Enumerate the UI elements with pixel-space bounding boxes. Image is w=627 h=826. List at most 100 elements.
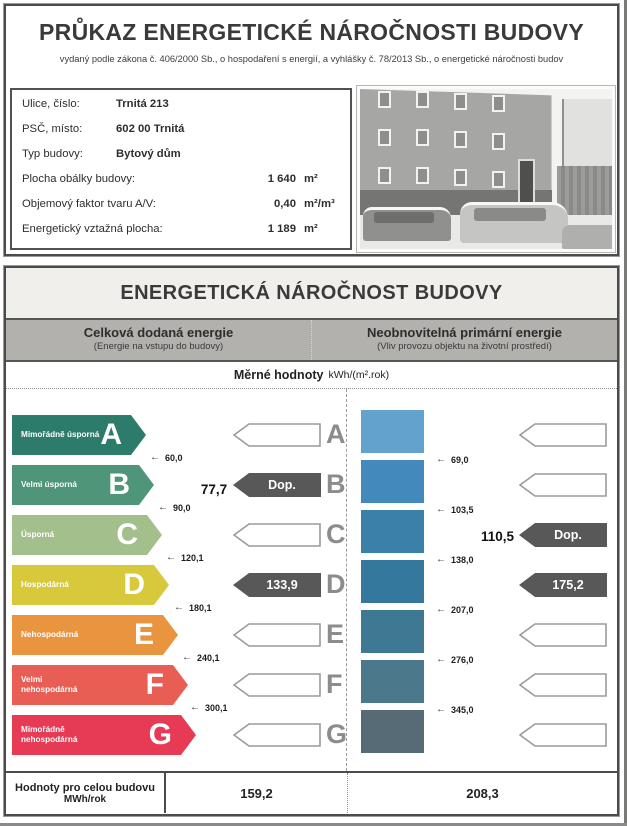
class-arrow-e: Nehospodárná E [12, 615, 178, 655]
empty-indicator-arrow-c [233, 523, 321, 547]
empty-indicator-arrow-e [233, 623, 321, 647]
class-letter: F [145, 668, 164, 701]
empty-indicator-arrow-f [233, 673, 321, 697]
threshold-delivered: ← 240,1 [182, 652, 220, 663]
info-row-reference-area: Energetický vztažná plocha: 1 189 m² [22, 223, 340, 248]
info-label: Energetický vztažná plocha: [22, 223, 163, 235]
class-arrow-g: Mimořádně nehospodárná G [12, 715, 196, 755]
building-photo-image [360, 89, 612, 249]
info-label: Plocha obálky budovy: [22, 173, 136, 185]
info-value: 602 00 Trnitá [116, 123, 185, 135]
window [416, 91, 429, 108]
threshold-value: 60,0 [165, 452, 183, 463]
row-letter: G [326, 719, 348, 749]
column-header-primary: Neobnovitelná primární energie (Vliv pro… [312, 320, 617, 360]
threshold-delivered: ← 180,1 [174, 602, 212, 613]
column-headers: Celková dodaná energie (Energie na vstup… [6, 318, 617, 362]
window [454, 131, 467, 148]
window [492, 95, 505, 112]
class-label: Mimořádně úsporná [21, 429, 100, 439]
left-arrow-glyph: ← [158, 502, 168, 513]
left-arrow-glyph: ← [436, 604, 446, 615]
units-label: kWh/(m².rok) [328, 369, 390, 381]
row-letter: E [326, 619, 345, 649]
primary-current-arrow: 175,2 [519, 573, 607, 597]
primary-scale-block-f [361, 660, 424, 703]
left-arrow-glyph: ← [436, 654, 446, 665]
class-letter: G [148, 718, 172, 751]
threshold-value: 69,0 [451, 454, 469, 465]
window [378, 167, 391, 184]
info-unit: m² [304, 173, 318, 185]
class-arrow-f: Velmi nehospodárná F [12, 665, 188, 705]
row-letter: A [326, 419, 346, 449]
info-value: 1 640 [267, 173, 296, 185]
class-letter: E [133, 618, 154, 651]
empty-indicator-arrow-g [233, 723, 321, 747]
class-letter: C [116, 518, 138, 551]
primary-scale-block-c [361, 510, 424, 553]
threshold-value: 300,1 [205, 702, 228, 713]
delivered-total-value: 159,2 [166, 773, 348, 813]
car-window [474, 208, 546, 221]
threshold-value: 345,0 [451, 704, 474, 715]
certificate-subtitle: vydaný podle zákona č. 406/2000 Sb., o h… [59, 54, 564, 64]
info-row-zip: PSČ, místo: 602 00 Trnitá [22, 123, 340, 148]
column-title: Celková dodaná energie [83, 325, 234, 340]
class-arrow-c: Úsporná C [12, 515, 162, 555]
class-label: Velmi úsporná [21, 479, 77, 489]
threshold-delivered: ← 300,1 [190, 702, 228, 713]
threshold-value: 138,0 [451, 554, 474, 565]
info-value: 1 189 [267, 223, 296, 235]
threshold-delivered: ← 90,0 [158, 502, 191, 513]
footer-label-line2: MWh/rok [63, 793, 107, 805]
scan-edge [624, 0, 627, 826]
certificate-header-panel: PRŮKAZ ENERGETICKÉ NÁROČNOSTI BUDOVY vyd… [4, 4, 619, 256]
energy-rating-panel: ENERGETICKÁ NÁROČNOST BUDOVY Celková dod… [4, 266, 619, 816]
class-label: Nehospodárná [21, 629, 79, 639]
threshold-primary: ← 138,0 [436, 554, 474, 565]
rating-chart: Mimořádně úsporná A Velmi úsporná B Úspo… [6, 389, 617, 771]
threshold-value: 276,0 [451, 654, 474, 665]
threshold-primary: ← 345,0 [436, 704, 474, 715]
left-arrow-glyph: ← [182, 652, 192, 663]
info-value: 0,40 [274, 198, 296, 210]
class-letter: B [108, 468, 130, 501]
threshold-value: 240,1 [197, 652, 220, 663]
threshold-primary: ← 276,0 [436, 654, 474, 665]
primary-recommended-arrow: Dop. [519, 523, 607, 547]
column-divider [346, 389, 347, 771]
parked-car-right [562, 225, 612, 249]
class-arrow-d: Hospodárná D [12, 565, 169, 605]
empty-indicator-arrow-f [519, 673, 607, 697]
info-unit: m² [304, 223, 318, 235]
column-subtitle: (Energie na vstupu do budovy) [93, 341, 224, 352]
threshold-primary: ← 207,0 [436, 604, 474, 615]
column-header-delivered: Celková dodaná energie (Energie na vstup… [6, 320, 312, 360]
building-info-box: Ulice, číslo: Trnitá 213 PSČ, místo: 602… [10, 88, 352, 250]
class-label: Hospodárná [21, 579, 69, 589]
empty-indicator-arrow-a [233, 423, 321, 447]
threshold-value: 120,1 [181, 552, 204, 563]
left-arrow-glyph: ← [166, 552, 176, 563]
window [416, 167, 429, 184]
window [492, 171, 505, 188]
left-arrow-glyph: ← [190, 702, 200, 713]
threshold-delivered: ← 60,0 [150, 452, 183, 463]
info-row-street: Ulice, číslo: Trnitá 213 [22, 98, 340, 123]
delivered-current-arrow: 133,9 [233, 573, 321, 597]
left-arrow-glyph: ← [436, 554, 446, 565]
left-arrow-glyph: ← [174, 602, 184, 613]
threshold-value: 90,0 [173, 502, 191, 513]
column-title: Neobnovitelná primární energie [366, 325, 563, 340]
class-letter: A [100, 418, 122, 451]
threshold-delivered: ← 120,1 [166, 552, 204, 563]
whole-building-values-row: Hodnoty pro celou budovu MWh/rok 159,2 2… [6, 771, 617, 813]
building-photo [356, 85, 616, 253]
threshold-value: 103,5 [451, 504, 474, 515]
class-letter: D [123, 568, 145, 601]
primary-scale-block-b [361, 460, 424, 503]
window [492, 133, 505, 150]
class-arrow-a: Mimořádně úsporná A [12, 415, 146, 455]
